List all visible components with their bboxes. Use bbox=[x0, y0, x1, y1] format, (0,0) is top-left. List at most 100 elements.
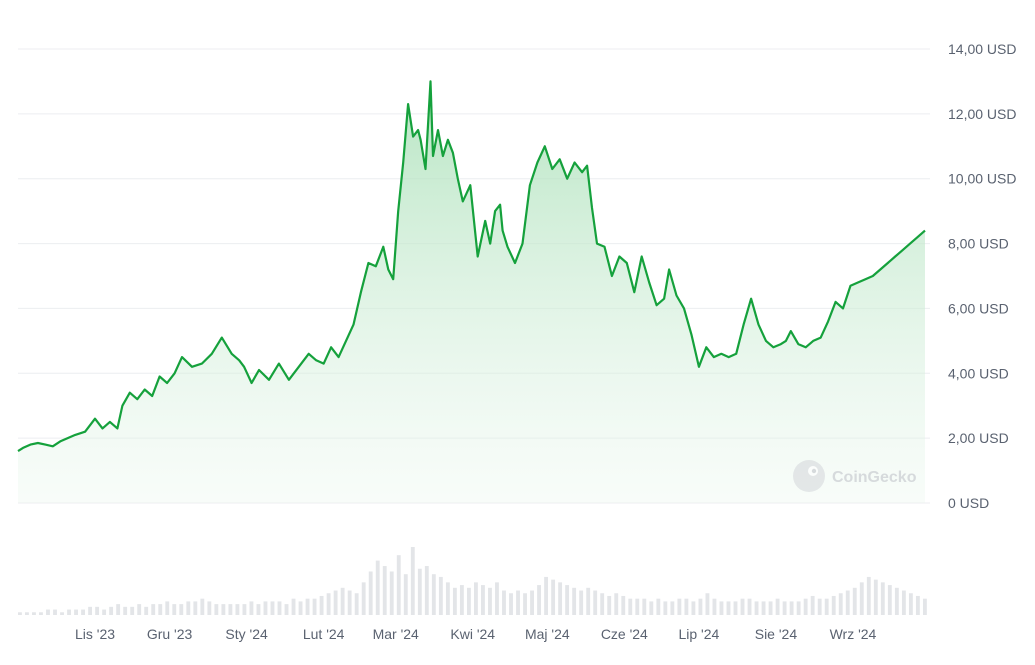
volume-bar bbox=[768, 601, 773, 615]
volume-bar bbox=[901, 590, 906, 615]
y-tick-label: 6,00 USD bbox=[948, 300, 1009, 316]
volume-bar bbox=[431, 574, 436, 615]
volume-bar bbox=[509, 593, 513, 615]
volume-bar bbox=[137, 604, 142, 615]
volume-bar bbox=[284, 604, 289, 615]
y-tick-label: 12,00 USD bbox=[948, 106, 1016, 122]
volume-bar bbox=[488, 587, 492, 615]
volume-bar bbox=[698, 598, 703, 615]
volume-bar bbox=[340, 587, 345, 615]
volume-bar bbox=[466, 587, 471, 615]
volume-bar bbox=[326, 593, 331, 615]
volume-bar bbox=[733, 601, 738, 615]
volume-bar bbox=[915, 595, 920, 615]
volume-bar bbox=[684, 598, 689, 615]
volume-bar bbox=[144, 606, 149, 615]
volume-bar bbox=[53, 609, 57, 615]
x-tick-label: Sty '24 bbox=[225, 626, 268, 642]
volume-bar bbox=[873, 579, 878, 615]
x-tick-label: Maj '24 bbox=[525, 626, 570, 642]
volume-bar bbox=[607, 595, 612, 615]
volume-bar bbox=[747, 598, 752, 615]
volume-bar bbox=[705, 593, 710, 615]
volume-bar bbox=[817, 598, 822, 615]
gecko-logo-icon bbox=[793, 460, 825, 492]
volume-bar bbox=[635, 598, 640, 615]
volume-bar bbox=[67, 609, 71, 615]
volume-bar bbox=[775, 598, 780, 615]
volume-bar bbox=[726, 601, 731, 615]
y-tick-label: 0 USD bbox=[948, 495, 989, 511]
volume-bar bbox=[516, 590, 520, 615]
volume-bar bbox=[810, 595, 815, 615]
volume-bar bbox=[838, 593, 843, 615]
volume-bar bbox=[845, 590, 850, 615]
x-tick-label: Kwi '24 bbox=[450, 626, 495, 642]
volume-bar bbox=[565, 585, 570, 615]
volume-bar bbox=[277, 601, 282, 615]
volume-bar bbox=[60, 612, 64, 615]
volume-bar bbox=[165, 601, 170, 615]
volume-bar bbox=[186, 601, 191, 615]
volume-bar bbox=[333, 590, 338, 615]
volume-bar bbox=[354, 593, 359, 615]
volume-bar bbox=[621, 595, 626, 615]
volume-bar bbox=[754, 601, 759, 615]
volume-bar bbox=[151, 604, 156, 615]
volume-bar bbox=[656, 598, 661, 615]
volume-bar bbox=[523, 593, 527, 615]
volume-bar bbox=[256, 604, 261, 615]
volume-bar bbox=[172, 604, 177, 615]
volume-bar bbox=[298, 601, 303, 615]
volume-bar bbox=[530, 590, 534, 615]
volume-bar bbox=[558, 582, 563, 615]
volume-bar bbox=[193, 601, 198, 615]
x-tick-label: Cze '24 bbox=[601, 626, 648, 642]
volume-bar bbox=[593, 590, 598, 615]
volume-bar bbox=[179, 604, 184, 615]
x-tick-label: Mar '24 bbox=[373, 626, 419, 642]
x-tick-label: Lis '23 bbox=[75, 626, 115, 642]
volume-bar bbox=[761, 601, 766, 615]
volume-bar bbox=[474, 582, 478, 615]
volume-bar bbox=[544, 576, 549, 615]
volume-bar bbox=[789, 601, 794, 615]
volume-bar bbox=[719, 601, 724, 615]
coingecko-watermark: CoinGecko bbox=[793, 460, 917, 492]
volume-bar bbox=[796, 601, 801, 615]
volume-bar bbox=[852, 587, 857, 615]
volume-bar bbox=[908, 593, 913, 615]
volume-bar bbox=[319, 595, 324, 615]
volume-bar bbox=[116, 604, 121, 615]
y-tick-label: 14,00 USD bbox=[948, 41, 1016, 57]
x-tick-label: Lip '24 bbox=[678, 626, 719, 642]
volume-bar bbox=[81, 609, 85, 615]
volume-bar bbox=[600, 593, 605, 615]
watermark-brand: CoinGecko bbox=[832, 469, 917, 486]
volume-bar bbox=[158, 604, 163, 615]
volume-bar bbox=[677, 598, 682, 615]
volume-bar bbox=[382, 566, 387, 615]
area-layer bbox=[17, 80, 926, 504]
price-area-fill bbox=[18, 81, 925, 504]
volume-bar bbox=[347, 590, 352, 615]
volume-bar bbox=[32, 612, 36, 615]
y-tick-label: 2,00 USD bbox=[948, 430, 1009, 446]
volume-bar bbox=[712, 598, 717, 615]
volume-bar bbox=[361, 582, 366, 615]
volume-bar bbox=[424, 566, 429, 615]
volume-bar bbox=[403, 574, 408, 615]
volume-bar bbox=[824, 598, 829, 615]
volume-bar bbox=[537, 585, 541, 615]
volume-bar bbox=[312, 598, 317, 615]
volume-bar bbox=[88, 606, 93, 615]
volume-bar bbox=[922, 598, 927, 615]
y-tick-label: 10,00 USD bbox=[948, 171, 1016, 187]
volume-bar bbox=[866, 576, 871, 615]
volume-bar bbox=[249, 601, 254, 615]
volume-bar bbox=[691, 601, 696, 615]
volume-bar bbox=[438, 576, 443, 615]
volume-bar bbox=[572, 587, 577, 615]
volume-bar bbox=[95, 606, 100, 615]
